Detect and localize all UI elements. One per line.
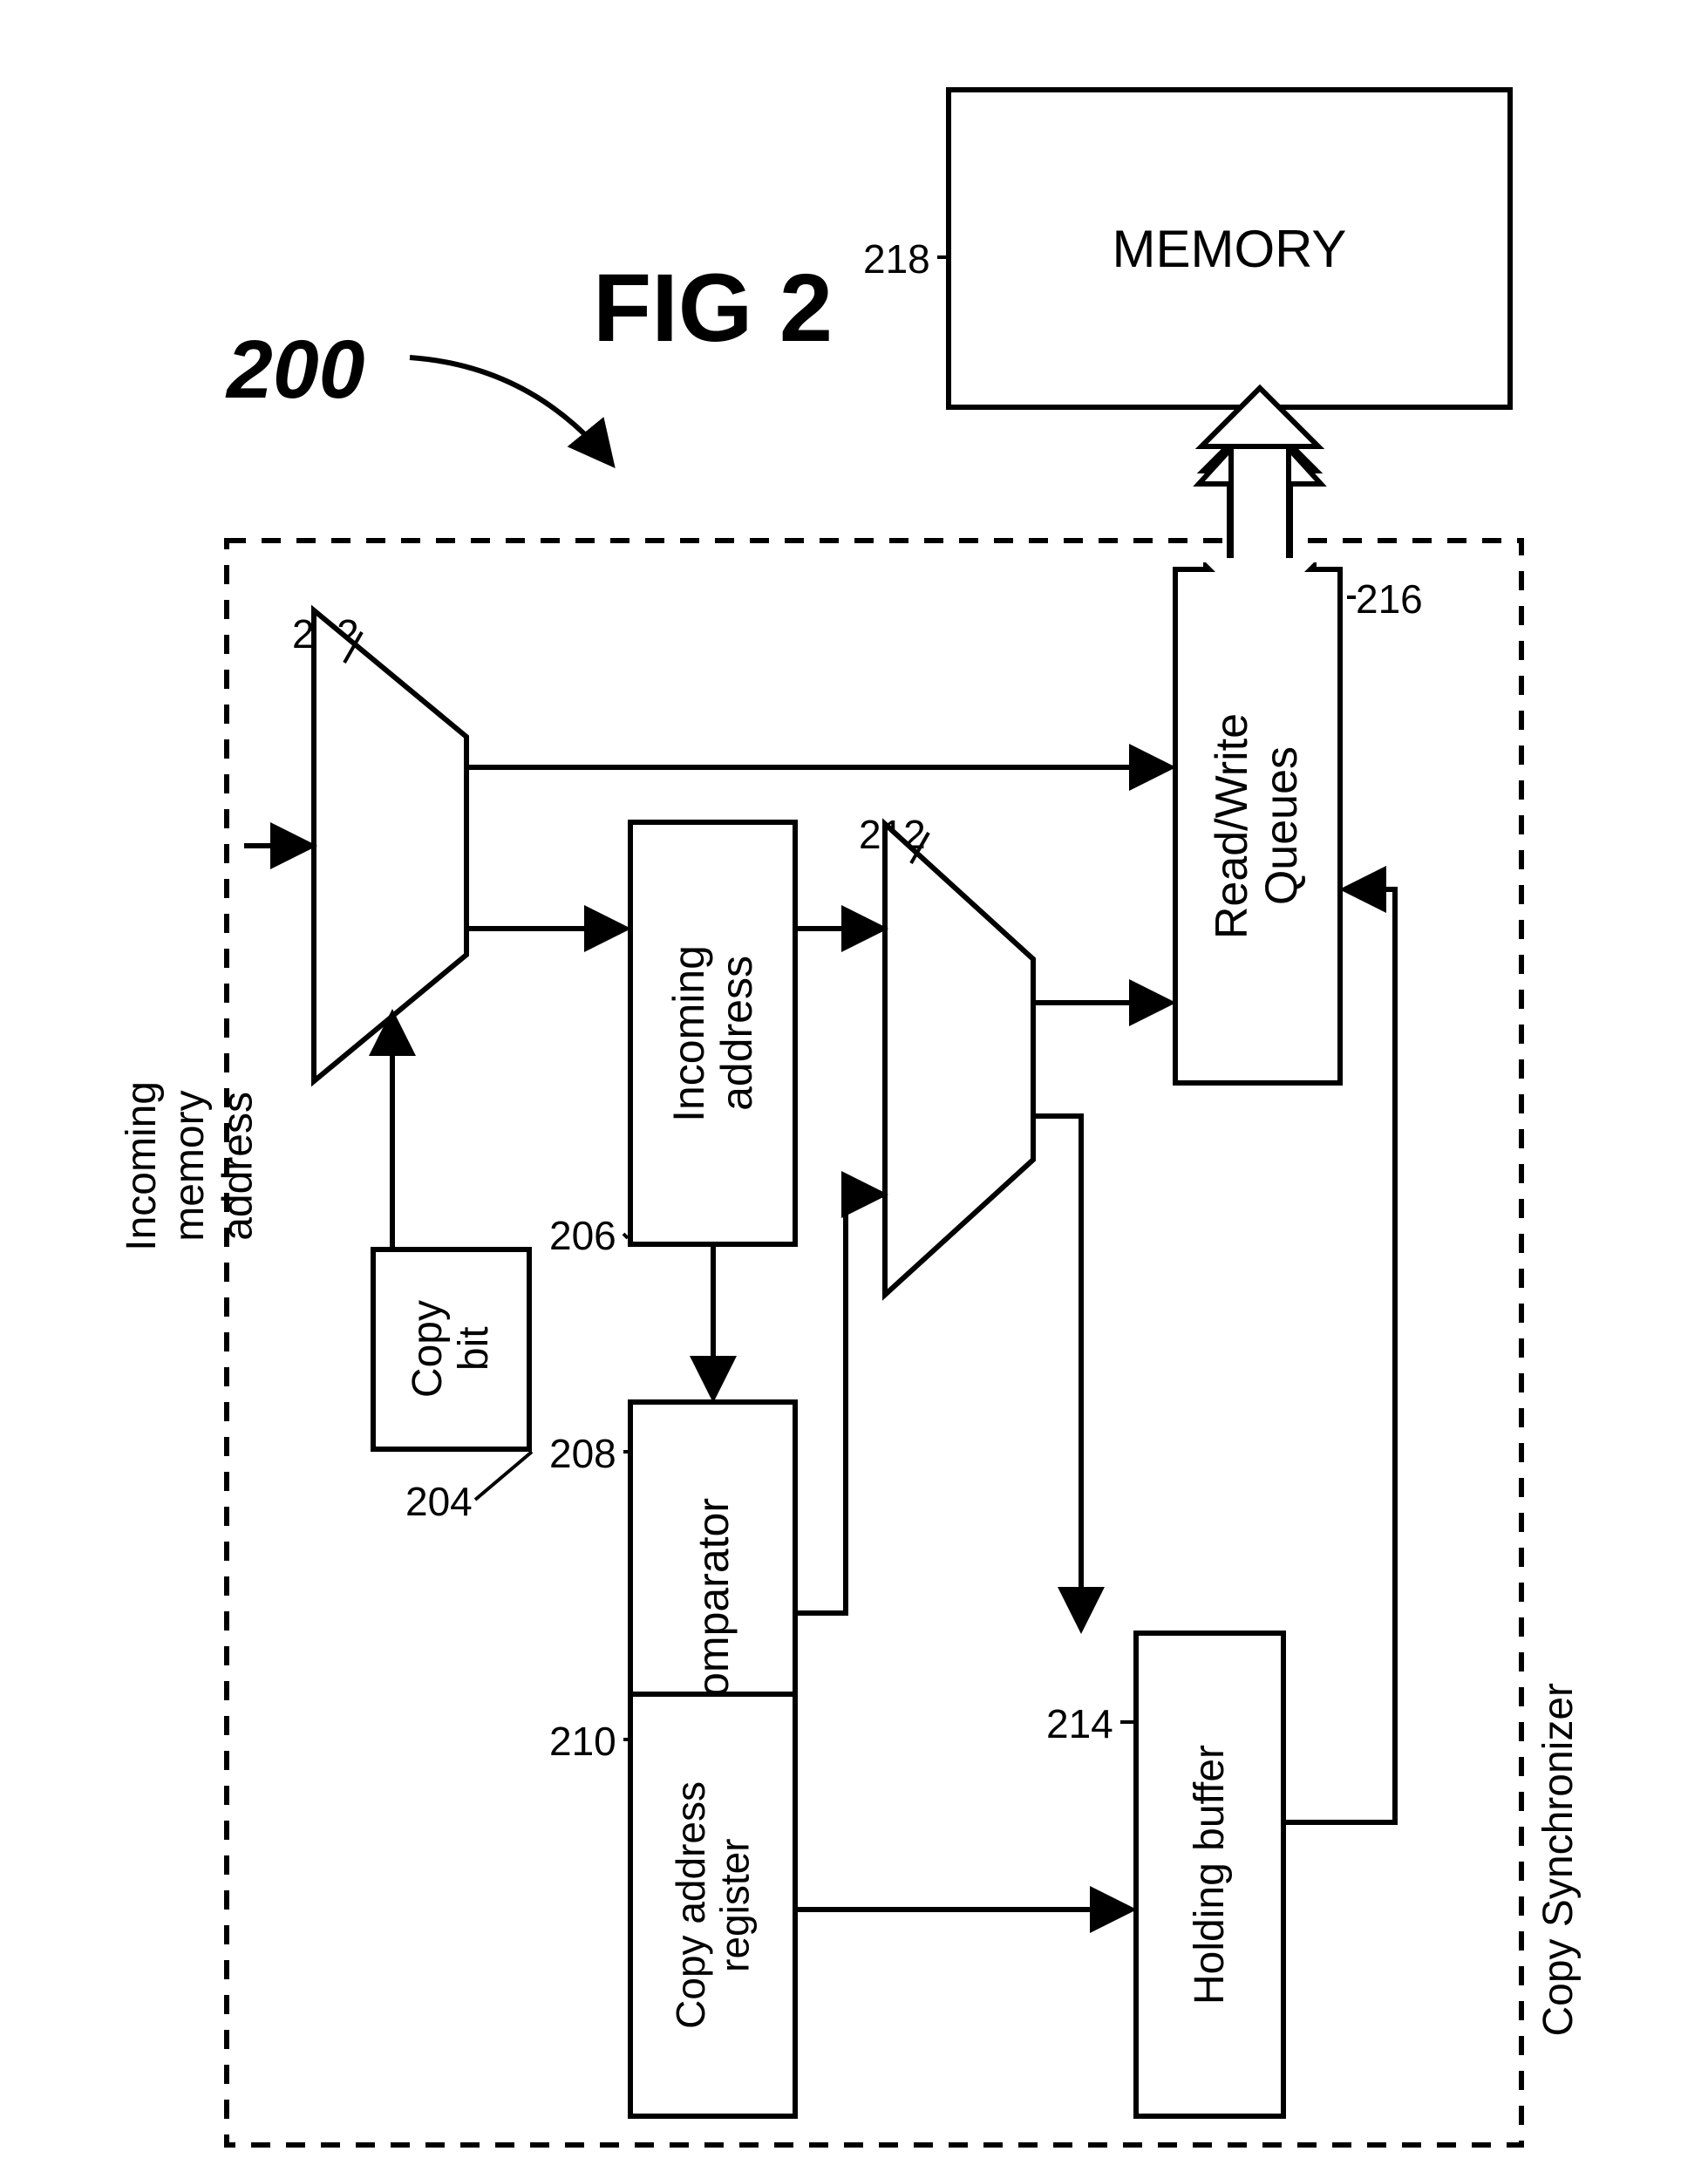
diagram-canvas: FIG 2 200 MEMORY 218 Incoming memory add… [0,0,1708,2165]
diagram-svg [0,0,1708,2165]
